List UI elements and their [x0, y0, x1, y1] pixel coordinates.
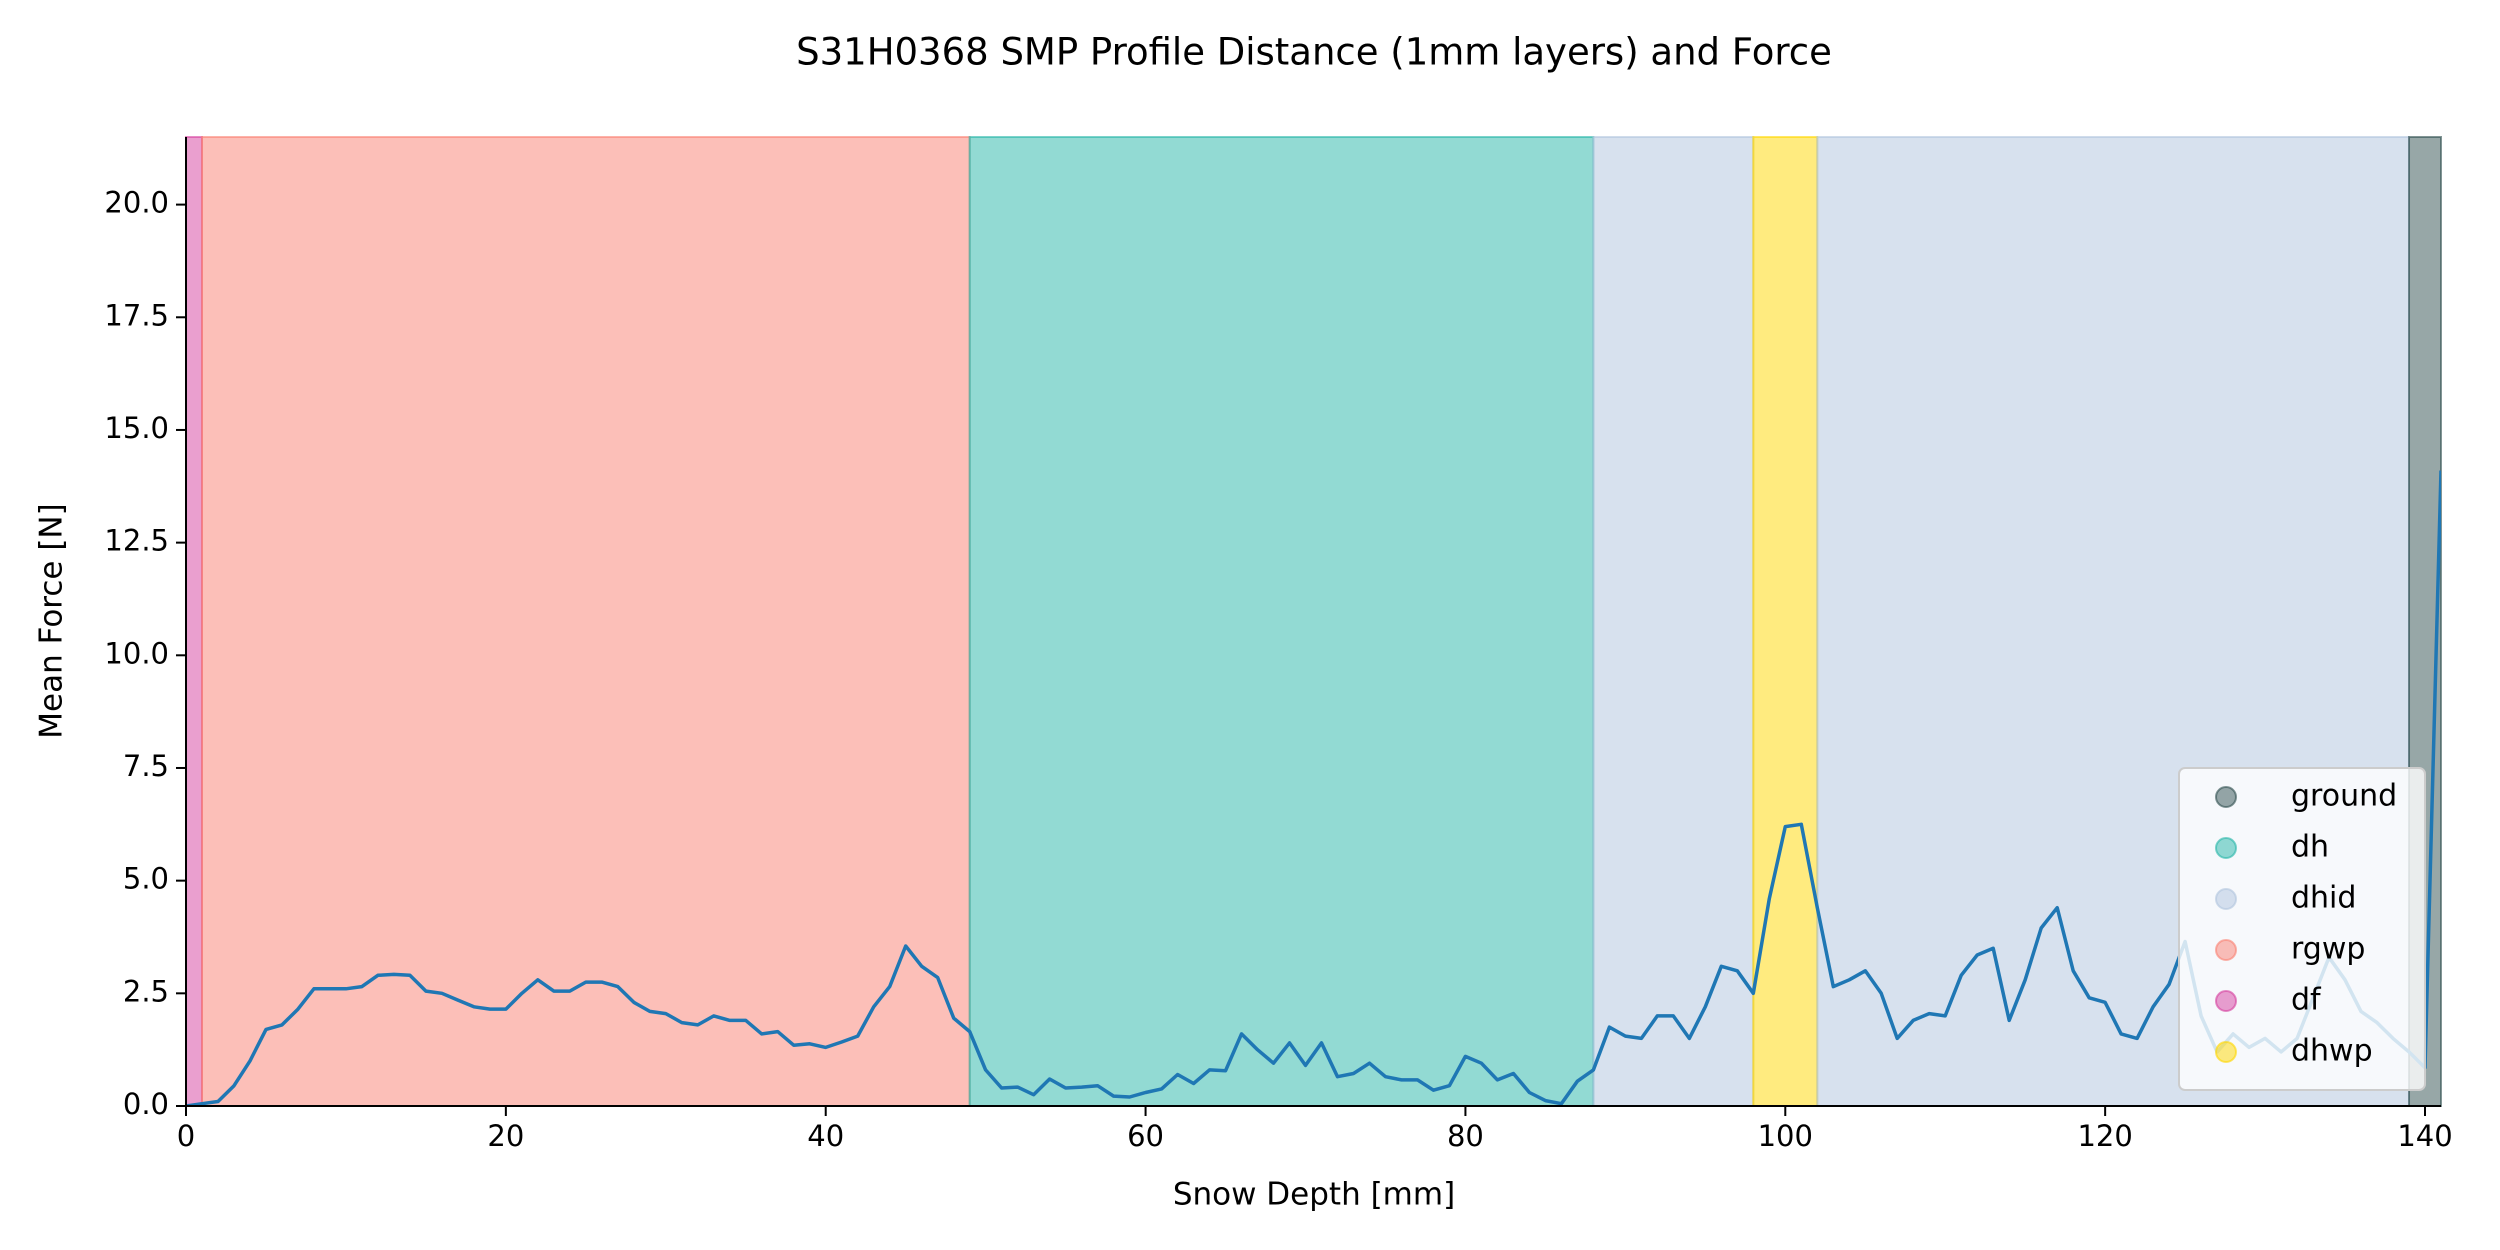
layer-span — [185, 136, 203, 1107]
layer-span — [1752, 136, 1819, 1107]
y-tick-label: 2.5 — [123, 974, 169, 1008]
x-tick-label: 40 — [807, 1119, 844, 1153]
legend-label: dh — [2291, 830, 2329, 865]
layer-span — [968, 136, 1595, 1107]
x-tick-label: 0 — [177, 1119, 195, 1153]
x-tick-label: 120 — [2077, 1119, 2132, 1153]
legend-marker — [2215, 990, 2237, 1012]
legend-label: rgwp — [2291, 932, 2365, 967]
layer-span — [200, 136, 971, 1107]
layer-span — [1592, 136, 1755, 1107]
legend-label: ground — [2291, 779, 2397, 814]
y-tick-label: 20.0 — [104, 186, 169, 220]
y-tick-label: 10.0 — [104, 636, 169, 670]
x-tick-label: 80 — [1447, 1119, 1484, 1153]
x-axis-label: Snow Depth [mm] — [1173, 1177, 1455, 1213]
legend-label: dhwp — [2291, 1034, 2373, 1069]
legend-marker — [2215, 837, 2237, 859]
legend-marker — [2215, 888, 2237, 910]
legend-label: df — [2291, 983, 2322, 1018]
force-line — [186, 470, 2441, 1106]
chart-title: S31H0368 SMP Profile Distance (1mm layer… — [796, 31, 1832, 74]
x-tick-label: 100 — [1758, 1119, 1813, 1153]
legend-marker — [2215, 1041, 2237, 1063]
y-tick-label: 7.5 — [123, 749, 169, 783]
x-tick-label: 20 — [487, 1119, 524, 1153]
y-tick-label: 15.0 — [104, 411, 169, 445]
y-axis-label: Mean Force [N] — [34, 503, 70, 738]
legend-label: dhid — [2291, 881, 2356, 916]
y-tick-label: 5.0 — [123, 862, 169, 896]
y-tick-label: 12.5 — [104, 524, 169, 558]
y-tick-label: 17.5 — [104, 298, 169, 332]
y-tick-label: 0.0 — [123, 1087, 169, 1121]
legend-box — [2178, 767, 2426, 1091]
x-tick-label: 140 — [2397, 1119, 2452, 1153]
legend-marker — [2215, 939, 2237, 961]
x-tick-label: 60 — [1127, 1119, 1164, 1153]
legend-marker — [2215, 786, 2237, 808]
